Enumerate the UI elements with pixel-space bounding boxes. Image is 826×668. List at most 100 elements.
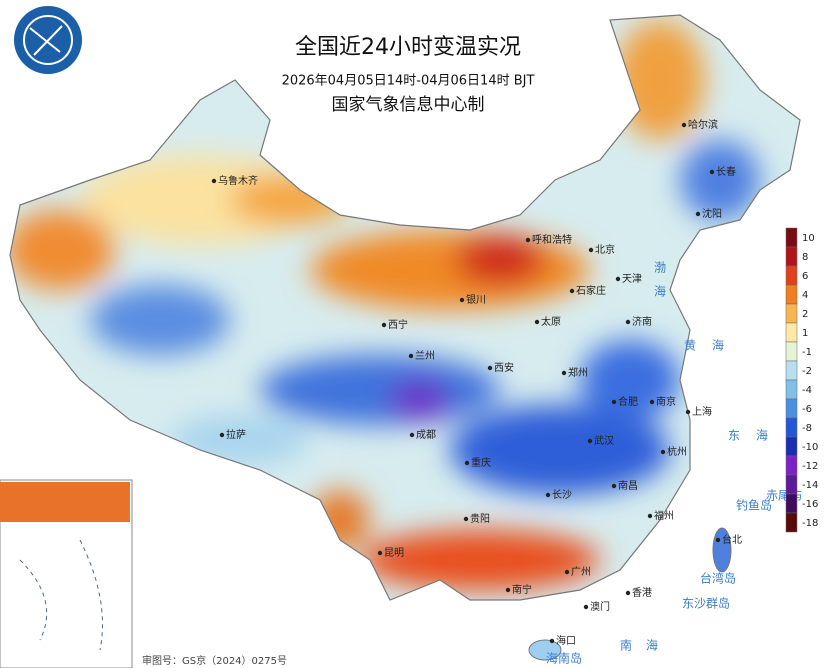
- legend-swatch: [785, 493, 798, 514]
- sea-label: 东: [728, 429, 740, 443]
- city-dot: [534, 319, 540, 325]
- city-dot: [409, 432, 415, 438]
- legend-label: -8: [802, 423, 812, 434]
- legend-swatch: [785, 417, 798, 438]
- city-dot: [487, 365, 493, 371]
- city-dot: [377, 550, 383, 556]
- city-dot: [685, 409, 691, 415]
- sea-label: 东沙群岛: [682, 596, 730, 611]
- city-dot: [463, 516, 469, 522]
- city-label: 银川: [466, 293, 486, 306]
- subtitle: 2026年04月05日14时-04月06日14时 BJT: [282, 74, 535, 89]
- city-label: 长春: [716, 166, 736, 178]
- city-dot: [211, 178, 217, 184]
- city-label: 西安: [494, 361, 514, 374]
- city-label: 石家庄: [576, 284, 606, 297]
- city-dot: [615, 276, 621, 282]
- legend-label: 2: [802, 309, 808, 320]
- city-label: 香港: [632, 587, 652, 599]
- city-label: 哈尔滨: [688, 118, 718, 131]
- city-label: 郑州: [568, 366, 588, 379]
- city-dot: [649, 399, 655, 405]
- city-dot: [564, 569, 570, 575]
- sea-label: 台湾岛: [700, 571, 736, 586]
- legend-label: -18: [802, 518, 818, 529]
- city-label: 台北: [722, 533, 742, 546]
- legend-swatch: [785, 436, 798, 457]
- sea-label: 南: [620, 638, 632, 653]
- sea-label: 钓鱼岛: [736, 498, 772, 513]
- legend-swatch: [785, 455, 798, 476]
- city-dot: [561, 370, 567, 376]
- title: 全国近24小时变温实况: [295, 35, 521, 60]
- city-dot: [695, 211, 701, 217]
- hainan: [528, 639, 562, 661]
- city-label: 杭州: [667, 445, 687, 458]
- city-label: 贵阳: [470, 512, 490, 525]
- city-dot: [709, 169, 715, 175]
- city-dot: [459, 297, 465, 303]
- city-dot: [715, 537, 721, 543]
- city-label: 北京: [595, 243, 615, 256]
- city-dot: [525, 237, 531, 243]
- logo: [14, 6, 82, 74]
- sea-label: 海: [646, 638, 658, 653]
- legend-swatch: [785, 246, 798, 267]
- legend-label: -14: [802, 480, 818, 491]
- city-label: 成都: [416, 429, 436, 441]
- agency: 国家气象信息中心制: [332, 95, 485, 115]
- city-label: 兰州: [415, 349, 435, 362]
- city-label: 天津: [622, 273, 642, 285]
- legend-swatch: [785, 360, 798, 381]
- city-dot: [545, 492, 551, 498]
- legend-swatch: [785, 303, 798, 324]
- city-label: 重庆: [471, 456, 491, 469]
- city-label: 海口: [556, 634, 576, 647]
- city-label: 广州: [571, 566, 591, 578]
- legend-swatch: [785, 322, 798, 343]
- city-label: 长沙: [552, 489, 572, 501]
- city-dot: [381, 322, 387, 328]
- city-label: 南京: [656, 395, 676, 408]
- sea-label: 海: [712, 338, 724, 353]
- city-label: 西宁: [388, 318, 408, 331]
- city-dot: [611, 399, 617, 405]
- city-label: 济南: [632, 315, 652, 328]
- city-label: 乌鲁木齐: [218, 174, 258, 187]
- legend-label: -16: [802, 499, 818, 510]
- legend-swatch: [785, 265, 798, 286]
- legend-label: 1: [802, 328, 808, 339]
- city-label: 武汉: [594, 434, 614, 447]
- legend-swatch: [785, 512, 798, 533]
- city-dot: [647, 513, 653, 519]
- legend-swatch: [785, 474, 798, 495]
- city-dot: [583, 604, 589, 610]
- city-dot: [569, 288, 575, 294]
- legend-label: -12: [802, 461, 818, 472]
- sea-label: 海南岛: [546, 651, 582, 666]
- sea-label: 渤: [654, 261, 666, 275]
- legend-label: -2: [802, 366, 812, 377]
- city-dot: [660, 449, 666, 455]
- city-dot: [625, 319, 631, 325]
- city-dot: [611, 483, 617, 489]
- inset: [0, 479, 133, 668]
- sea-label: 黄: [684, 339, 696, 353]
- city-dot: [408, 353, 414, 359]
- legend-swatch: [785, 379, 798, 400]
- sea-label: 海: [756, 428, 768, 443]
- legend-label: 4: [802, 290, 808, 301]
- legend-label: 6: [802, 271, 808, 282]
- legend-swatch: [785, 284, 798, 305]
- city-label: 拉萨: [226, 428, 246, 441]
- city-label: 南宁: [512, 583, 532, 596]
- city-dot: [588, 247, 594, 253]
- legend-label: -10: [802, 442, 818, 453]
- legend-swatch: [785, 341, 798, 362]
- city-label: 沈阳: [702, 207, 722, 220]
- legend-label: 10: [802, 233, 815, 244]
- review-number: 审图号：GS京（2024）0275号: [142, 654, 287, 667]
- city-dot: [464, 460, 470, 466]
